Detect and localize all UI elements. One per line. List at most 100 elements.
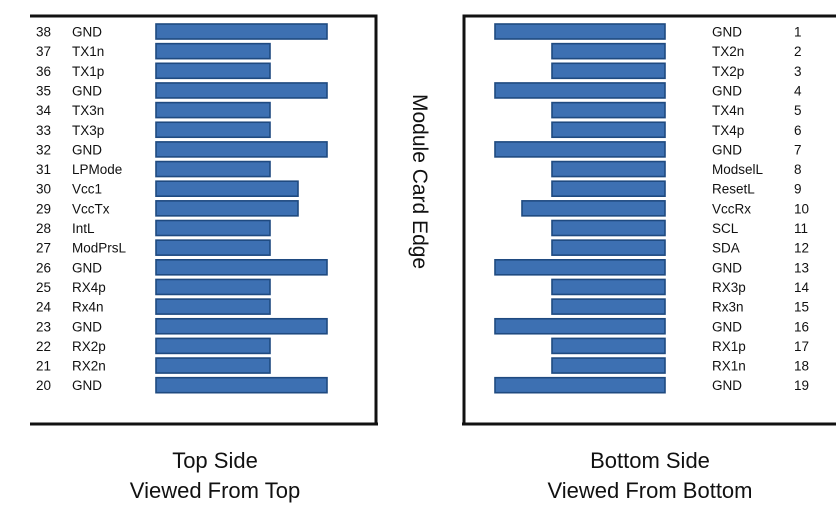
top-pin-32-name: GND	[72, 142, 102, 157]
bottom-pin-4-name: GND	[712, 83, 742, 98]
top-pin-37-contact	[155, 42, 271, 60]
bottom-side-caption: Bottom Side Viewed From Bottom	[480, 446, 820, 506]
top-pin-21-number: 21	[36, 359, 51, 374]
bottom-pin-18-name: RX1n	[712, 359, 746, 374]
top-pin-26-number: 26	[36, 260, 51, 275]
bottom-pin-11-number: 11	[794, 221, 808, 236]
bottom-pin-13-contact	[494, 258, 666, 276]
top-pin-31-name: LPMode	[72, 162, 122, 177]
top-pin-22-name: RX2p	[72, 339, 106, 354]
top-pin-22-contact	[155, 337, 271, 355]
bottom-pin-18-number: 18	[794, 359, 809, 374]
top-pin-25-number: 25	[36, 280, 51, 295]
bottom-pin-3-contact	[551, 62, 666, 80]
top-pin-29-name: VccTx	[72, 201, 110, 216]
top-pin-27-contact	[155, 239, 271, 256]
top-pin-26-name: GND	[72, 260, 102, 275]
bottom-pin-9-number: 9	[794, 182, 802, 197]
bottom-pin-3-number: 3	[794, 64, 802, 79]
bottom-side-frame	[462, 14, 836, 424]
top-pin-32-number: 32	[36, 142, 51, 157]
top-pin-30-number: 30	[36, 182, 51, 197]
top-pin-28-number: 28	[36, 221, 51, 236]
bottom-pin-1-name: GND	[712, 25, 742, 40]
top-pin-31-contact	[155, 160, 271, 178]
bottom-pin-8-name: ModselL	[712, 162, 764, 177]
top-side-panel	[30, 14, 378, 426]
top-pin-34-name: TX3n	[72, 103, 104, 118]
top-pin-28-name: IntL	[72, 221, 95, 236]
top-pin-27-number: 27	[36, 241, 51, 256]
bottom-side-pins: GND 1 TX2n 2 TX2p 3 GND 4 TX4n 5 TX4p 6 GND 7 ModselL 8…	[494, 23, 810, 394]
top-pin-20-contact	[155, 376, 328, 394]
bottom-pin-14-name: RX3p	[712, 280, 746, 295]
bottom-pin-15-name: Rx3n	[712, 300, 744, 315]
bottom-pin-11-name: SCL	[712, 221, 739, 236]
bottom-pin-2-number: 2	[794, 44, 802, 59]
top-pin-23-name: GND	[72, 319, 102, 334]
bottom-pin-8-contact	[551, 160, 666, 178]
bottom-pin-4-contact	[494, 82, 666, 99]
top-pin-31-number: 31	[36, 162, 51, 177]
top-pin-30-name: Vcc1	[72, 182, 102, 197]
top-pin-29-number: 29	[36, 201, 51, 216]
bottom-pin-13-number: 13	[794, 260, 809, 275]
top-pin-32-contact	[155, 141, 328, 158]
top-pin-33-name: TX3p	[72, 123, 104, 138]
top-pin-20-number: 20	[36, 378, 51, 393]
top-pin-36-number: 36	[36, 64, 51, 79]
bottom-pin-2-contact	[551, 42, 666, 60]
top-pin-26-contact	[155, 258, 328, 276]
bottom-pin-9-name: ResetL	[712, 182, 755, 197]
bottom-pin-3-name: TX2p	[712, 64, 744, 79]
top-pin-35-contact	[155, 82, 328, 99]
top-pin-36-contact	[155, 62, 271, 80]
top-pin-29-contact	[155, 200, 299, 217]
top-pin-35-number: 35	[36, 83, 51, 98]
bottom-pin-7-name: GND	[712, 142, 742, 157]
top-pin-24-contact	[155, 298, 271, 315]
top-pin-23-contact	[155, 317, 328, 335]
bottom-pin-16-contact	[494, 317, 666, 335]
bottom-pin-19-number: 19	[794, 378, 809, 393]
bottom-pin-14-contact	[551, 278, 666, 296]
top-pin-25-name: RX4p	[72, 280, 106, 295]
bottom-pin-8-number: 8	[794, 162, 802, 177]
bottom-side-caption-subtitle: Viewed From Bottom	[547, 478, 753, 503]
bottom-pin-19-name: GND	[712, 378, 742, 393]
bottom-pin-6-number: 6	[794, 123, 802, 138]
bottom-pin-15-number: 15	[794, 300, 809, 315]
bottom-pin-11-contact	[551, 219, 666, 237]
top-side-caption-title: Top Side	[172, 448, 258, 473]
bottom-pin-19-contact	[494, 376, 666, 394]
top-pin-37-name: TX1n	[72, 44, 104, 59]
bottom-pin-2-name: TX2n	[712, 44, 744, 59]
bottom-pin-10-contact	[521, 200, 666, 217]
top-pin-28-contact	[155, 219, 271, 237]
top-pin-23-number: 23	[36, 319, 51, 334]
bottom-pin-16-name: GND	[712, 319, 742, 334]
top-pin-27-name: ModPrsL	[72, 241, 127, 256]
bottom-pin-5-number: 5	[794, 103, 802, 118]
bottom-pin-6-name: TX4p	[712, 123, 744, 138]
top-pin-20-name: GND	[72, 378, 102, 393]
top-pin-34-contact	[155, 101, 271, 119]
top-pin-34-number: 34	[36, 103, 52, 118]
top-side-pins: 38 GND 37 TX1n 36 TX1p 35 GND 34 TX3n 33 TX3p 32 GND 3…	[36, 23, 328, 394]
bottom-pin-12-name: SDA	[712, 241, 740, 256]
bottom-pin-12-number: 12	[794, 241, 809, 256]
bottom-pin-17-number: 17	[794, 339, 809, 354]
top-pin-21-contact	[155, 357, 271, 374]
bottom-pin-6-contact	[551, 121, 666, 139]
top-pin-24-name: Rx4n	[72, 300, 104, 315]
bottom-pin-12-contact	[551, 239, 666, 256]
bottom-side-caption-title: Bottom Side	[590, 448, 710, 473]
bottom-pin-18-contact	[551, 357, 666, 374]
top-pin-33-contact	[155, 121, 271, 139]
module-card-edge-label: Module Card Edge	[408, 94, 431, 269]
bottom-pin-5-contact	[551, 101, 666, 119]
bottom-pin-4-number: 4	[794, 83, 802, 98]
bottom-pin-1-number: 1	[794, 25, 802, 40]
bottom-pin-5-name: TX4n	[712, 103, 744, 118]
